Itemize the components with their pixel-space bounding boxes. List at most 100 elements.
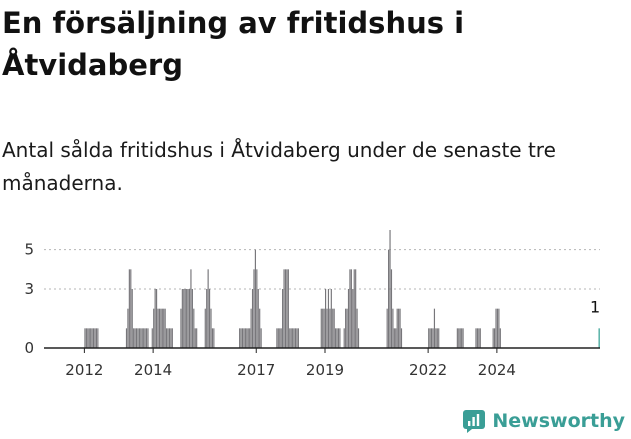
- bar: [239, 328, 241, 348]
- bar: [280, 328, 282, 348]
- bar: [462, 328, 464, 348]
- bar: [400, 328, 403, 348]
- bar: [332, 308, 334, 348]
- bar: [211, 328, 214, 348]
- bar: [277, 328, 279, 348]
- bar: [346, 308, 348, 348]
- bar: [135, 328, 138, 348]
- bar: [327, 289, 330, 348]
- bar: [257, 289, 259, 348]
- x-tick-label: 2022: [409, 361, 447, 379]
- bar: [168, 328, 171, 348]
- bar: [326, 308, 328, 348]
- bar: [495, 308, 497, 348]
- bar: [210, 308, 212, 348]
- bar: [296, 328, 298, 348]
- bar: [284, 269, 287, 348]
- bar: [241, 328, 244, 348]
- bar: [85, 328, 87, 348]
- bar: [336, 328, 338, 348]
- bar: [433, 308, 436, 348]
- bar: [458, 328, 460, 348]
- y-axis: 0 3 5: [24, 241, 34, 357]
- annotations: 1: [590, 297, 600, 316]
- bar: [357, 328, 360, 348]
- bar: [125, 328, 128, 348]
- bar-series: [84, 230, 600, 348]
- bar: [243, 328, 245, 348]
- bar: [475, 328, 477, 348]
- bar: [349, 269, 351, 348]
- bar: [140, 328, 142, 348]
- bar: [322, 308, 324, 348]
- bar: [287, 269, 289, 348]
- bar: [163, 308, 165, 348]
- bar: [184, 289, 186, 348]
- bar: [128, 269, 130, 348]
- bar: [249, 328, 251, 348]
- bar: [138, 328, 140, 348]
- bar: [345, 308, 347, 348]
- bar: [355, 269, 357, 348]
- bar: [428, 328, 430, 348]
- bar: [213, 328, 215, 348]
- bar: [461, 328, 463, 348]
- bar: [251, 289, 254, 348]
- bar: [196, 328, 198, 348]
- bar: [456, 328, 458, 348]
- bar: [161, 308, 163, 348]
- bar: [160, 308, 162, 348]
- x-tick-label: 2019: [306, 361, 344, 379]
- bar: [386, 308, 388, 348]
- bar: [256, 269, 258, 348]
- bar: [356, 308, 358, 348]
- bar: [180, 308, 182, 348]
- bar: [389, 230, 391, 348]
- bar: [429, 328, 431, 348]
- y-tick-label: 0: [24, 339, 34, 357]
- bar-highlight: [598, 328, 600, 348]
- bar: [188, 289, 191, 348]
- bar: [254, 249, 256, 348]
- bar: [325, 289, 327, 348]
- bar: [398, 308, 400, 348]
- bar: [478, 328, 480, 348]
- bar: [143, 328, 145, 348]
- bar: [498, 308, 500, 348]
- brand-logo[interactable]: Newsworthy: [462, 409, 625, 433]
- bar: [141, 328, 143, 348]
- bar: [92, 328, 95, 348]
- bar: [144, 328, 146, 348]
- bar: [330, 289, 332, 348]
- bar: [164, 308, 166, 348]
- bar: [283, 269, 285, 348]
- bar: [187, 289, 189, 348]
- bar: [154, 289, 156, 348]
- bar: [393, 328, 395, 348]
- newsworthy-logo-icon: [463, 410, 486, 433]
- bar: [282, 289, 284, 348]
- bar-chart: 0 3 5 2012 2014 2017 2019 2022 2024 1: [24, 230, 600, 379]
- bar: [294, 328, 297, 348]
- bar: [181, 289, 183, 348]
- bar: [392, 308, 394, 348]
- bar: [337, 328, 340, 348]
- bar: [158, 308, 161, 348]
- bar: [260, 328, 262, 348]
- bar: [286, 269, 288, 348]
- bar: [352, 289, 354, 348]
- bar: [496, 308, 499, 348]
- bar: [353, 269, 355, 348]
- bar: [147, 328, 149, 348]
- bar: [499, 328, 501, 348]
- bar: [91, 328, 93, 348]
- bar: [95, 328, 97, 348]
- bar: [167, 328, 169, 348]
- bar: [90, 328, 92, 348]
- bar: [343, 328, 345, 348]
- bar: [350, 269, 352, 348]
- x-tick-label: 2017: [237, 361, 275, 379]
- bar: [292, 328, 294, 348]
- bar: [396, 308, 398, 348]
- bar: [240, 328, 242, 348]
